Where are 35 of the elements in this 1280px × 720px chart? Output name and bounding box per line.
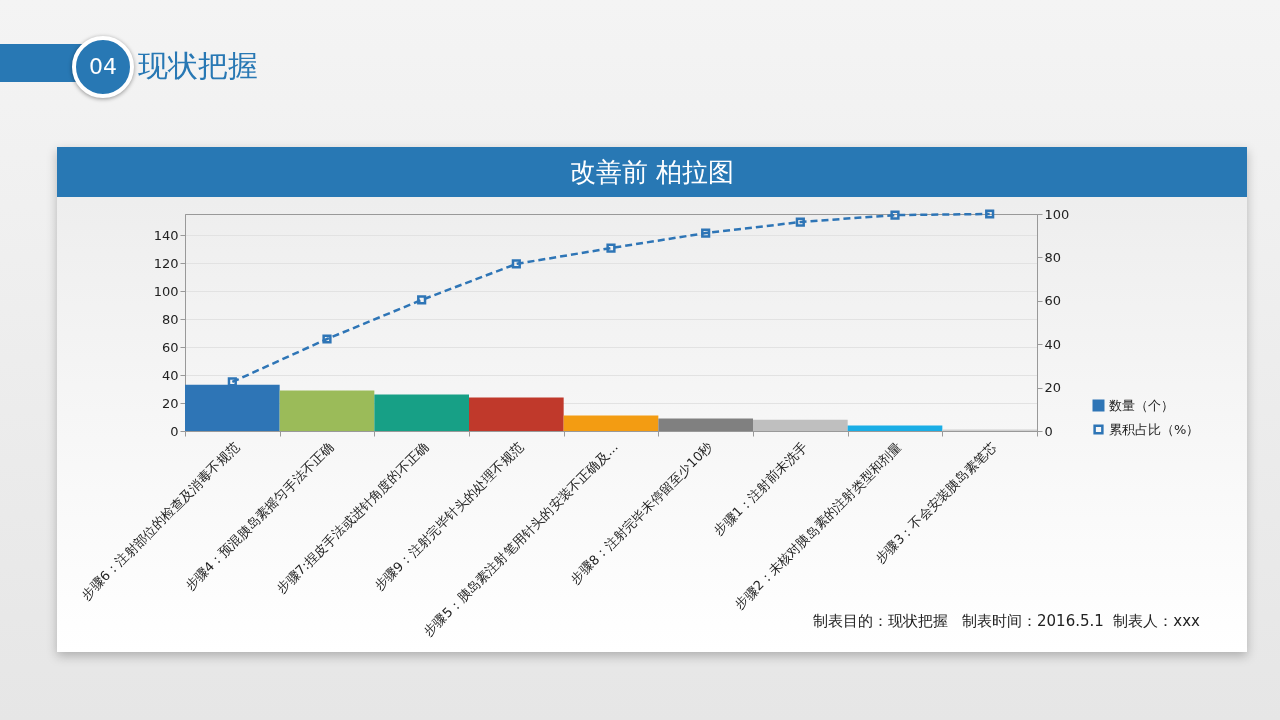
y-tick-label: 120 — [153, 255, 179, 271]
bar — [563, 415, 659, 431]
y2-tick-label: 0 — [1044, 423, 1053, 439]
y-tick-label: 140 — [153, 227, 179, 243]
bar — [753, 419, 848, 431]
bar — [847, 425, 943, 431]
point — [606, 243, 616, 253]
point — [511, 259, 521, 269]
point — [322, 334, 332, 344]
y2-tick-label: 100 — [1044, 206, 1070, 222]
y-tick-label: 20 — [161, 395, 179, 411]
bar — [374, 394, 469, 431]
y2-tick-label: 40 — [1044, 336, 1062, 352]
text: 现状把握 — [138, 47, 258, 85]
y-tick-label: 100 — [153, 283, 179, 299]
point — [985, 209, 995, 219]
legend-label: 累积占比（%） — [1109, 421, 1200, 437]
text: 制表目的：现状把握 制表时间：2016.5.1 制表人：xxx — [812, 612, 1200, 631]
point — [890, 210, 900, 220]
point — [701, 228, 711, 238]
y2-tick-label: 60 — [1044, 293, 1062, 309]
y-tick-label: 0 — [170, 423, 179, 439]
text: 04 — [72, 36, 134, 98]
y2-tick-label: 20 — [1044, 380, 1062, 396]
point — [795, 217, 805, 227]
chart-title: 改善前 柏拉图 — [57, 147, 1247, 197]
bar — [469, 397, 564, 431]
legend-label: 数量（个） — [1109, 397, 1174, 413]
y2-tick-label: 80 — [1044, 249, 1062, 265]
point — [417, 295, 427, 305]
bar — [658, 418, 753, 431]
bar — [279, 390, 375, 431]
y-tick-label: 80 — [161, 311, 179, 327]
y-tick-label: 60 — [161, 339, 179, 355]
y-tick-label: 40 — [161, 367, 179, 383]
